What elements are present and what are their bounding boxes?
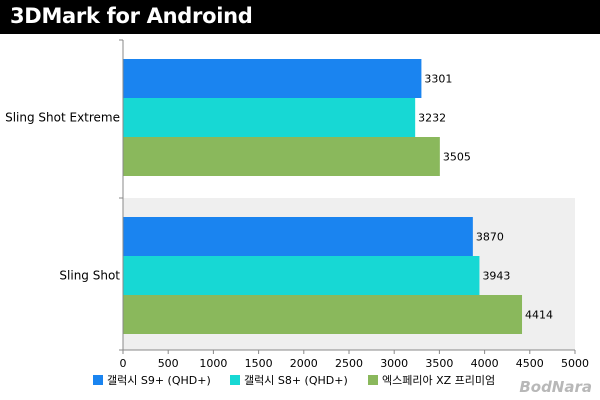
x-tick-label: 3000 bbox=[380, 357, 408, 370]
data-label: 4414 bbox=[525, 309, 553, 322]
x-tick-label: 3500 bbox=[425, 357, 453, 370]
legend-entry: 엑스페리아 XZ 프리미엄 bbox=[382, 374, 495, 387]
category-label: Sling Shot bbox=[59, 269, 120, 283]
data-label: 3870 bbox=[476, 231, 504, 244]
x-tick-label: 4000 bbox=[471, 357, 499, 370]
data-label: 3505 bbox=[443, 151, 471, 164]
watermark-logo: BodNara bbox=[519, 378, 592, 396]
x-tick-label: 4500 bbox=[516, 357, 544, 370]
x-tick-label: 1000 bbox=[199, 357, 227, 370]
bar bbox=[123, 98, 416, 137]
legend-swatch bbox=[368, 375, 378, 385]
bar bbox=[123, 59, 422, 98]
legend-entry: 갤럭시 S9+ (QHD+) bbox=[107, 374, 211, 387]
x-tick-label: 2000 bbox=[290, 357, 318, 370]
bar bbox=[123, 217, 473, 256]
x-tick-label: 1500 bbox=[245, 357, 273, 370]
legend-entry: 갤럭시 S8+ (QHD+) bbox=[244, 374, 348, 387]
data-label: 3232 bbox=[418, 112, 446, 125]
data-label: 3301 bbox=[424, 73, 452, 86]
bar bbox=[123, 295, 523, 334]
x-tick-label: 2500 bbox=[335, 357, 363, 370]
legend-swatch bbox=[93, 375, 103, 385]
legend-swatch bbox=[230, 375, 240, 385]
x-tick-label: 0 bbox=[120, 357, 127, 370]
x-tick-label: 5000 bbox=[561, 357, 589, 370]
category-label: Sling Shot Extreme bbox=[5, 111, 120, 125]
data-label: 3943 bbox=[482, 270, 510, 283]
page-title: 3DMark for Androind bbox=[10, 4, 253, 28]
bar bbox=[123, 137, 440, 176]
title-bar: 3DMark for Androind bbox=[0, 0, 600, 34]
bar bbox=[123, 256, 480, 295]
x-tick-label: 500 bbox=[158, 357, 179, 370]
